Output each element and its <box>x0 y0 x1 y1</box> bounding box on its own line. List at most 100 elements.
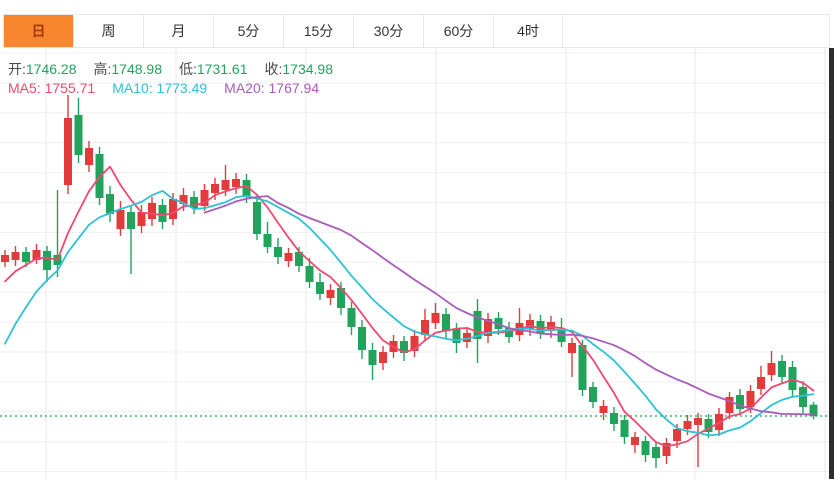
candle-body <box>431 312 440 323</box>
candle-body <box>673 428 681 441</box>
candle-body <box>757 376 765 389</box>
candle-body <box>484 318 492 336</box>
candle-body <box>169 198 177 219</box>
candle-body <box>179 194 188 204</box>
candle-body <box>631 436 639 445</box>
candle-body <box>11 251 20 260</box>
ma-legend-ma10: MA10: 1773.49 <box>112 80 207 96</box>
candle-body <box>463 332 471 342</box>
candle-body <box>368 349 377 365</box>
candle-body <box>64 117 72 185</box>
tab-period-1[interactable]: 日 <box>3 15 73 47</box>
candle-body <box>767 362 776 375</box>
ohlc-label: 开: <box>8 61 26 77</box>
candle-body <box>662 442 671 456</box>
candle-body <box>116 209 125 229</box>
ma5-line <box>4 165 815 447</box>
ohlc-row: 开:1746.28 高:1748.98 低:1731.61 收:1734.98 <box>8 60 350 79</box>
candle-body <box>788 366 797 390</box>
candle-body <box>274 246 282 257</box>
period-tab-bar: 日周月 5分 15分 30分 60分 4时 <box>3 14 830 48</box>
candle-body <box>305 265 314 282</box>
candle-body <box>578 344 587 390</box>
candle-body <box>473 310 482 339</box>
candle-body <box>295 251 303 266</box>
candle-body <box>137 211 146 226</box>
ma-label: MA10: <box>112 80 153 96</box>
tab-period-4[interactable]: 5分 <box>213 15 283 47</box>
candle-body <box>316 281 324 294</box>
candle-body <box>232 178 240 187</box>
candle-body <box>347 307 356 327</box>
candle-body <box>43 250 51 270</box>
candle-body <box>1 254 9 262</box>
candle-body <box>442 313 450 331</box>
candle-body <box>242 179 251 197</box>
candle-body <box>211 183 219 193</box>
candle-body <box>683 420 692 429</box>
ohlc-item-4: 收:1734.98 <box>265 61 334 77</box>
tab-period-2[interactable]: 周 <box>73 15 143 47</box>
candle-body <box>725 396 734 413</box>
candle-body <box>746 390 755 407</box>
tab-period-8[interactable]: 4时 <box>493 15 563 47</box>
tab-period-3[interactable]: 月 <box>143 15 213 47</box>
ma-value: 1773.49 <box>152 80 208 96</box>
candle-body <box>200 189 209 206</box>
ma-legend-ma20: MA20: 1767.94 <box>224 80 319 96</box>
ohlc-value: 1731.61 <box>196 61 248 77</box>
ma-value: 1767.94 <box>264 80 320 96</box>
candle-body <box>85 147 93 165</box>
tab-period-7[interactable]: 60分 <box>423 15 493 47</box>
candle-body <box>337 287 345 308</box>
ohlc-label: 高: <box>93 61 112 77</box>
candle-body <box>809 404 818 416</box>
chart-legend: 开:1746.28 高:1748.98 低:1731.61 收:1734.98 MA5… <box>8 60 350 98</box>
ohlc-item-2: 高:1748.98 <box>94 61 163 77</box>
candle-body <box>22 251 30 262</box>
candle-body <box>410 335 419 351</box>
candle-body <box>190 196 198 208</box>
candle-body <box>253 201 261 234</box>
candle-body <box>610 412 618 424</box>
candle-body <box>263 233 272 247</box>
candle-body <box>568 342 576 353</box>
ohlc-value: 1748.98 <box>111 61 162 77</box>
ma-label: MA20: <box>224 80 265 96</box>
ohlc-item-1: 开:1746.28 <box>8 61 77 77</box>
ohlc-item-3: 低:1731.61 <box>179 61 248 77</box>
candle-body <box>652 446 660 458</box>
candle-body <box>284 252 293 261</box>
tab-period-5[interactable]: 15分 <box>283 15 353 47</box>
ohlc-value: 1734.98 <box>282 61 333 77</box>
candle-body <box>526 319 534 329</box>
tab-period-6[interactable]: 30分 <box>353 15 423 47</box>
candle-body <box>620 419 629 437</box>
candle-body <box>799 386 807 407</box>
candle-body <box>536 320 545 333</box>
candle-body <box>127 211 135 229</box>
candle-body <box>505 327 513 337</box>
candle-body <box>358 326 366 350</box>
candle-body <box>106 193 114 214</box>
candle-body <box>400 340 408 353</box>
candle-body <box>32 249 41 260</box>
candle-body <box>589 386 597 402</box>
ohlc-label: 收: <box>264 61 283 77</box>
candle-body <box>221 179 230 190</box>
candle-body <box>736 394 744 409</box>
ma-legend-ma5: MA5: 1755.71 <box>8 80 95 96</box>
candle-body <box>694 417 702 425</box>
candle-body <box>74 114 83 155</box>
tab-bar-filler <box>563 15 830 47</box>
candle-body <box>421 319 429 335</box>
candle-body <box>158 204 167 222</box>
ma20-line <box>203 195 815 416</box>
ma-label: MA5: <box>8 80 41 96</box>
candle-body <box>148 202 156 219</box>
ma-row: MA5: 1755.71 MA10: 1773.49 MA20: 1767.94 <box>8 79 350 98</box>
candle-body <box>452 328 461 343</box>
ohlc-label: 低: <box>179 61 197 77</box>
candle-body <box>494 317 503 329</box>
